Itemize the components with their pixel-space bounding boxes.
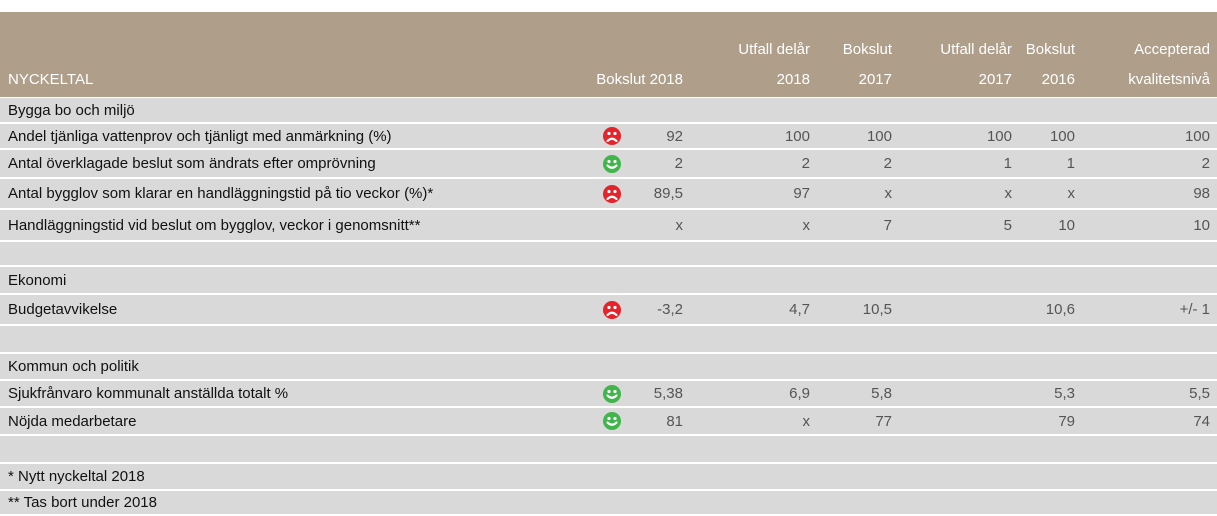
happy-face-icon: [603, 384, 621, 403]
cell-value: x: [675, 216, 684, 234]
cell-value: 98: [1193, 185, 1210, 202]
table-row: Bygga bo och miljö: [0, 98, 1217, 122]
cell-value: 2: [883, 155, 892, 172]
table-row: Andel tjänliga vattenprov och tjänligt m…: [0, 124, 1217, 148]
cell-value: 74: [1193, 412, 1210, 430]
cell-value: 92: [666, 127, 683, 145]
cell-value: 1: [1003, 155, 1012, 172]
row-label: Antal bygglov som klarar en handläggning…: [8, 185, 434, 202]
header-label: kvalitetsnivå: [1128, 71, 1210, 88]
cell-value: 100: [1049, 127, 1075, 145]
cell-value: x: [1067, 185, 1076, 202]
table-row: [0, 326, 1217, 352]
header-label: 2018: [776, 71, 810, 88]
cell-value: 4,7: [789, 301, 810, 318]
header-label: Utfall delår: [940, 41, 1012, 58]
header-label: Utfall delår: [738, 41, 810, 58]
table-row: Ekonomi: [0, 267, 1217, 293]
cell-value: 2: [674, 155, 683, 172]
cell-value: 10,5: [862, 301, 892, 318]
cell-value: 5,8: [871, 385, 892, 402]
table-row: * Nytt nyckeltal 2018: [0, 464, 1217, 489]
table-row: Kommun och politik: [0, 354, 1217, 379]
cell-value: 10,6: [1045, 301, 1075, 318]
header-label: 2017: [978, 71, 1012, 88]
table-row: Handläggningstid vid beslut om bygglov, …: [0, 210, 1217, 240]
happy-face-icon: [603, 412, 621, 430]
cell-value: 1: [1066, 155, 1075, 172]
cell-value: 10: [1193, 216, 1210, 234]
cell-value: 81: [666, 412, 683, 430]
row-label: Antal överklagade beslut som ändrats eft…: [8, 155, 376, 172]
header-label: Bokslut: [842, 41, 892, 58]
header-label: Bokslut 2018: [596, 71, 683, 88]
cell-value: 100: [986, 127, 1012, 145]
row-label: Kommun och politik: [8, 358, 139, 375]
cell-value: 5,3: [1054, 385, 1075, 402]
row-label: Sjukfrånvaro kommunalt anställda totalt …: [8, 385, 289, 402]
table-row: ** Tas bort under 2018: [0, 491, 1217, 514]
sad-face-icon: [603, 300, 621, 319]
cell-value: x: [884, 185, 893, 202]
cell-value: 97: [793, 185, 810, 202]
cell-value: 100: [784, 127, 810, 145]
row-label: Budgetavvikelse: [8, 301, 118, 318]
header-band: [0, 12, 1217, 97]
row-label: Ekonomi: [8, 271, 67, 289]
row-label: Nöjda medarbetare: [8, 412, 137, 430]
cell-value: +/- 1: [1179, 301, 1210, 318]
table-row: [0, 242, 1217, 265]
table-row: Antal överklagade beslut som ändrats eft…: [0, 150, 1217, 177]
header-label: 2017: [858, 71, 892, 88]
table-row: Sjukfrånvaro kommunalt anställda totalt …: [0, 381, 1217, 406]
sad-face-icon: [603, 184, 621, 203]
cell-value: 2: [1201, 155, 1210, 172]
header-label: 2016: [1041, 71, 1075, 88]
row-label: ** Tas bort under 2018: [8, 494, 157, 511]
row-label: Bygga bo och miljö: [8, 101, 135, 119]
cell-value: 2: [801, 155, 810, 172]
sad-face-icon: [603, 127, 621, 145]
row-label: * Nytt nyckeltal 2018: [8, 468, 145, 485]
cell-value: x: [802, 412, 811, 430]
cell-value: 5,5: [1189, 385, 1210, 402]
header-label: NYCKELTAL: [8, 71, 94, 88]
cell-value: x: [802, 216, 811, 234]
cell-value: 5: [1003, 216, 1012, 234]
cell-value: x: [1004, 185, 1013, 202]
cell-value: 10: [1058, 216, 1075, 234]
cell-value: 100: [1184, 127, 1210, 145]
cell-value: 79: [1058, 412, 1075, 430]
cell-value: -3,2: [657, 301, 683, 318]
cell-value: 100: [866, 127, 892, 145]
table-row: Antal bygglov som klarar en handläggning…: [0, 179, 1217, 208]
cell-value: 5,38: [653, 385, 683, 402]
table-row: Nöjda medarbetare 81 x 77 79 74: [0, 408, 1217, 434]
table-row: [0, 436, 1217, 462]
header-label: Bokslut: [1025, 41, 1075, 58]
cell-value: 89,5: [653, 185, 683, 202]
row-label: Handläggningstid vid beslut om bygglov, …: [8, 216, 421, 234]
cell-value: 77: [875, 412, 892, 430]
cell-value: 7: [883, 216, 892, 234]
header-label: Accepterad: [1134, 41, 1210, 58]
table-row: Budgetavvikelse -3,2 4,7 10,5 10,6 +/- 1: [0, 295, 1217, 324]
cell-value: 6,9: [789, 385, 810, 402]
happy-face-icon: [603, 154, 621, 173]
row-label: Andel tjänliga vattenprov och tjänligt m…: [8, 127, 392, 145]
